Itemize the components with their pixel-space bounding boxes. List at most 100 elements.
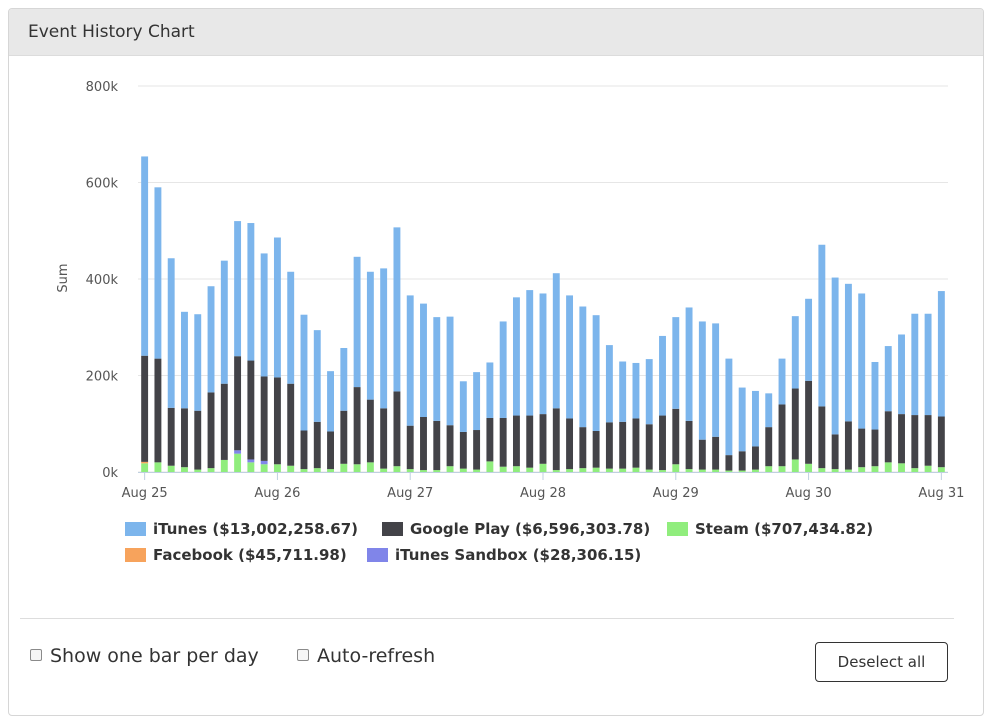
- bar-segment: [141, 355, 149, 462]
- bar-segment: [592, 430, 600, 468]
- bar-segment: [459, 431, 467, 469]
- bar-segment: [632, 418, 640, 468]
- bar-segment: [752, 469, 759, 472]
- bar-segment: [645, 359, 653, 425]
- x-tick-label: Aug 31: [918, 486, 964, 501]
- bar-segment: [287, 271, 295, 384]
- bar-segment: [778, 404, 786, 467]
- bar-segment: [698, 439, 706, 470]
- bar-segment: [884, 346, 892, 412]
- bar-segment: [154, 462, 162, 472]
- bar-segment: [499, 321, 507, 418]
- bar-segment: [871, 361, 879, 430]
- deselect-all-button[interactable]: Deselect all: [815, 642, 948, 682]
- one-bar-per-day-option[interactable]: Show one bar per day: [30, 645, 259, 667]
- bar-segment: [645, 424, 653, 470]
- bar-segment: [366, 462, 374, 472]
- bar-segment: [685, 420, 693, 470]
- auto-refresh-checkbox[interactable]: [297, 649, 309, 661]
- bar-segment: [260, 460, 268, 465]
- bar-segment: [871, 466, 879, 472]
- bar-segment: [619, 468, 627, 472]
- legend-swatch-google-play: [382, 522, 403, 536]
- bar-segment: [911, 415, 919, 469]
- bar-segment: [181, 467, 188, 472]
- bar-segment: [420, 416, 427, 471]
- bar-segment: [539, 293, 547, 415]
- bar-segment: [366, 399, 374, 463]
- bar-segment: [486, 362, 494, 418]
- bar-segment: [632, 467, 640, 472]
- bar-segment: [273, 237, 281, 378]
- legend-row-2: Facebook ($45,711.98) iTunes Sandbox ($2…: [117, 546, 897, 572]
- legend-item-facebook[interactable]: Facebook ($45,711.98): [125, 546, 347, 564]
- bar-segment: [406, 425, 414, 470]
- bar-segment: [844, 469, 852, 472]
- bar-segment: [738, 387, 746, 452]
- one-bar-per-day-label: Show one bar per day: [50, 645, 259, 667]
- bar-segment: [181, 311, 188, 409]
- bar-segment: [300, 469, 308, 472]
- legend-item-steam[interactable]: Steam ($707,434.82): [667, 520, 873, 538]
- bar-segment: [605, 422, 613, 469]
- legend-item-itunes[interactable]: iTunes ($13,002,258.67): [125, 520, 358, 538]
- y-axis: 0k 200k 400k 600k 800k: [86, 80, 119, 481]
- bar-segment: [194, 469, 202, 472]
- bar-segment: [592, 315, 600, 431]
- legend-item-google-play[interactable]: Google Play ($6,596,303.78): [382, 520, 650, 538]
- bar-segment: [672, 408, 680, 465]
- legend-label-itunes-sandbox: iTunes Sandbox ($28,306.15): [395, 546, 642, 564]
- bar-segment: [446, 425, 454, 467]
- bar-segment: [247, 223, 255, 361]
- bar-segment: [327, 469, 334, 472]
- bar-segment: [818, 244, 826, 407]
- bar-segment: [287, 383, 295, 466]
- bar-segment: [898, 414, 905, 464]
- x-tick-label: Aug 25: [122, 486, 168, 501]
- bar-segment: [499, 417, 507, 467]
- bar-segment: [552, 273, 560, 409]
- bar-segment: [167, 258, 175, 408]
- bar-segment: [605, 468, 613, 472]
- one-bar-per-day-checkbox[interactable]: [30, 649, 42, 661]
- bar-segment: [911, 313, 919, 416]
- legend-item-itunes-sandbox[interactable]: iTunes Sandbox ($28,306.15): [367, 546, 641, 564]
- y-tick-label: 600k: [86, 177, 119, 192]
- bar-segment: [380, 468, 388, 472]
- bar-segment: [340, 410, 348, 464]
- bar-segment: [937, 467, 945, 472]
- bar-segment: [247, 459, 255, 463]
- bar-segment: [154, 187, 162, 359]
- bar-segment: [831, 277, 839, 435]
- bar-segment: [831, 434, 839, 470]
- bar-segment: [579, 468, 587, 472]
- bar-segment: [937, 291, 945, 417]
- bar-segment: [313, 421, 321, 469]
- y-tick-label: 400k: [86, 273, 119, 288]
- bar-segment: [592, 467, 600, 472]
- auto-refresh-option[interactable]: Auto-refresh: [297, 645, 435, 667]
- bar-segment: [698, 469, 706, 472]
- bar-segment: [234, 221, 242, 357]
- bar-segment: [327, 431, 334, 470]
- bar-segment: [858, 467, 866, 472]
- legend-row-1: iTunes ($13,002,258.67) Google Play ($6,…: [117, 520, 897, 546]
- bar-segment: [698, 321, 706, 440]
- bar-segment: [765, 427, 773, 467]
- bar-segment: [672, 317, 680, 409]
- bar-segment: [473, 430, 481, 470]
- bar-segment: [220, 459, 228, 472]
- bar-segment: [765, 466, 773, 472]
- bar-segment: [300, 314, 308, 431]
- bar-segment: [313, 468, 321, 472]
- bar-segment: [141, 461, 149, 464]
- bar-segment: [167, 407, 175, 466]
- bars: [141, 156, 945, 472]
- legend-swatch-facebook: [125, 548, 146, 562]
- bar-segment: [141, 156, 149, 356]
- bar-segment: [672, 464, 680, 472]
- bar-segment: [924, 313, 932, 416]
- bar-segment: [738, 451, 746, 471]
- panel-title: Event History Chart: [28, 22, 195, 42]
- bar-segment: [526, 467, 534, 472]
